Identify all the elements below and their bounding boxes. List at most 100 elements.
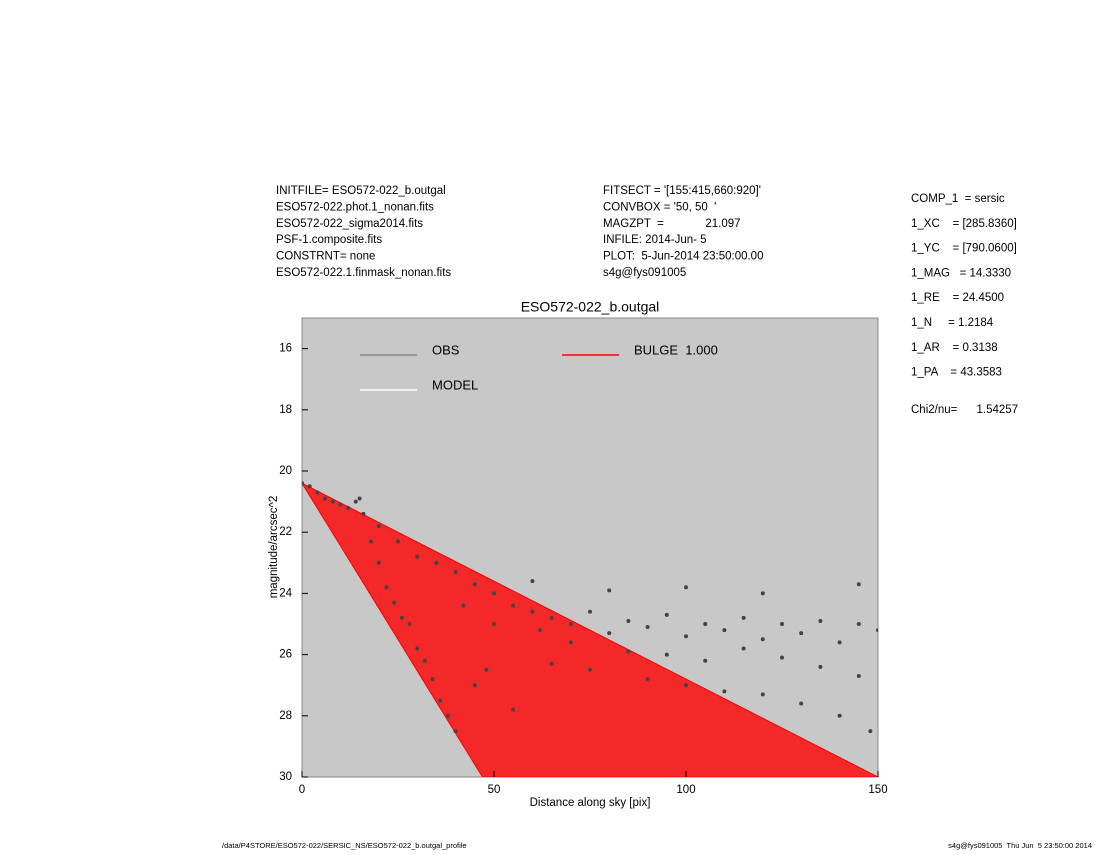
param-line: 1_N = 1.2184 — [911, 317, 994, 329]
obs-point — [760, 637, 765, 642]
header-line: FITSECT = '[155:415,660:920]' — [603, 185, 761, 197]
obs-point — [607, 588, 612, 593]
obs-point — [626, 649, 631, 654]
obs-point — [511, 707, 516, 712]
obs-point — [588, 609, 592, 614]
obs-point — [856, 674, 861, 679]
x-axis-label: Distance along sky [pix] — [530, 797, 651, 809]
obs-point — [549, 661, 554, 666]
obs-point — [722, 628, 727, 633]
header-line: MAGZPT = 21.097 — [603, 218, 741, 230]
obs-point — [568, 640, 573, 645]
obs-point — [703, 658, 708, 663]
obs-point — [492, 591, 496, 596]
obs-point — [438, 698, 443, 703]
obs-point — [626, 618, 631, 623]
y-tick-label: 24 — [279, 587, 292, 599]
obs-point — [664, 652, 669, 657]
obs-point — [384, 585, 389, 590]
header-line: PLOT: 5-Jun-2014 23:50:00.00 — [603, 251, 763, 263]
obs-point — [722, 689, 727, 694]
obs-point — [837, 713, 842, 718]
obs-point — [434, 560, 439, 565]
obs-point — [645, 677, 650, 682]
x-tick-label: 100 — [676, 784, 695, 796]
param-line: 1_AR = 0.3138 — [911, 342, 998, 354]
x-tick-label: 50 — [488, 784, 501, 796]
obs-point — [330, 499, 335, 504]
chi2: Chi2/nu= 1.54257 — [911, 404, 1018, 416]
header-line: ESO572-022.phot.1_nonan.fits — [276, 201, 434, 213]
obs-point — [453, 569, 458, 574]
obs-point — [780, 655, 784, 660]
x-tick-label: 0 — [299, 784, 305, 796]
obs-point — [645, 625, 650, 630]
obs-point — [511, 603, 516, 608]
obs-point — [396, 539, 400, 544]
obs-point — [799, 631, 804, 636]
y-tick-label: 16 — [279, 343, 292, 355]
param-line: 1_MAG = 14.3330 — [911, 267, 1011, 279]
obs-point — [323, 496, 328, 501]
obs-point — [430, 677, 435, 682]
y-axis-label: magnitude/arcsec^2 — [268, 496, 280, 599]
obs-point — [492, 622, 496, 626]
obs-point — [376, 524, 381, 529]
obs-point — [461, 603, 466, 608]
x-tick-label: 150 — [868, 784, 887, 796]
obs-point — [484, 667, 489, 672]
param-line: COMP_1 = sersic — [911, 193, 1005, 205]
obs-point — [357, 496, 362, 501]
obs-point — [664, 612, 669, 617]
legend-label: MODEL — [432, 377, 478, 392]
chart-title: ESO572-022_b.outgal — [521, 299, 660, 315]
obs-point — [376, 560, 381, 565]
obs-point — [538, 628, 543, 633]
obs-point — [346, 505, 351, 510]
obs-point — [799, 701, 804, 706]
obs-point — [407, 622, 412, 626]
legend-label: OBS — [432, 342, 460, 357]
obs-point — [868, 729, 873, 734]
obs-point — [472, 683, 477, 688]
obs-point — [399, 615, 404, 620]
obs-point — [760, 692, 765, 697]
obs-point — [361, 511, 366, 516]
obs-point — [369, 539, 374, 544]
param-line: 1_XC = [285.8360] — [911, 218, 1017, 230]
obs-point — [703, 622, 708, 626]
obs-point — [415, 646, 420, 651]
obs-point — [876, 628, 878, 633]
y-tick-label: 26 — [279, 649, 292, 661]
param-line: 1_PA = 43.3583 — [911, 367, 1002, 379]
obs-point — [607, 631, 612, 636]
y-tick-label: 22 — [279, 526, 292, 538]
header-line: PSF-1.composite.fits — [276, 234, 382, 246]
obs-point — [780, 622, 784, 626]
obs-point — [856, 582, 861, 587]
obs-point — [549, 615, 554, 620]
legend-label: BULGE 1.000 — [634, 342, 718, 357]
param-line: 1_YC = [790.0600] — [911, 243, 1017, 255]
obs-point — [588, 667, 592, 672]
footer-path: /data/P4STORE/ESO572-022/SERSIC_NS/ESO57… — [222, 841, 467, 850]
obs-point — [415, 554, 420, 559]
obs-point — [684, 585, 688, 590]
obs-point — [530, 579, 535, 584]
obs-point — [760, 591, 765, 596]
header-line: INFILE: 2014-Jun- 5 — [603, 234, 707, 246]
header-line: s4g@fys091005 — [603, 267, 686, 279]
obs-point — [568, 622, 573, 626]
plot-content — [302, 481, 878, 777]
header-line: INITFILE= ESO572-022_b.outgal — [276, 185, 446, 197]
obs-point — [741, 615, 746, 620]
param-line: 1_RE = 24.4500 — [911, 292, 1004, 304]
obs-point — [818, 618, 823, 623]
header-line: CONVBOX = '50, 50 ' — [603, 201, 716, 213]
footer-stamp: s4g@fys091005 Thu Jun 5 23:50:00 2014 — [948, 841, 1092, 850]
obs-point — [837, 640, 842, 645]
obs-point — [741, 646, 746, 651]
obs-point — [302, 481, 304, 486]
